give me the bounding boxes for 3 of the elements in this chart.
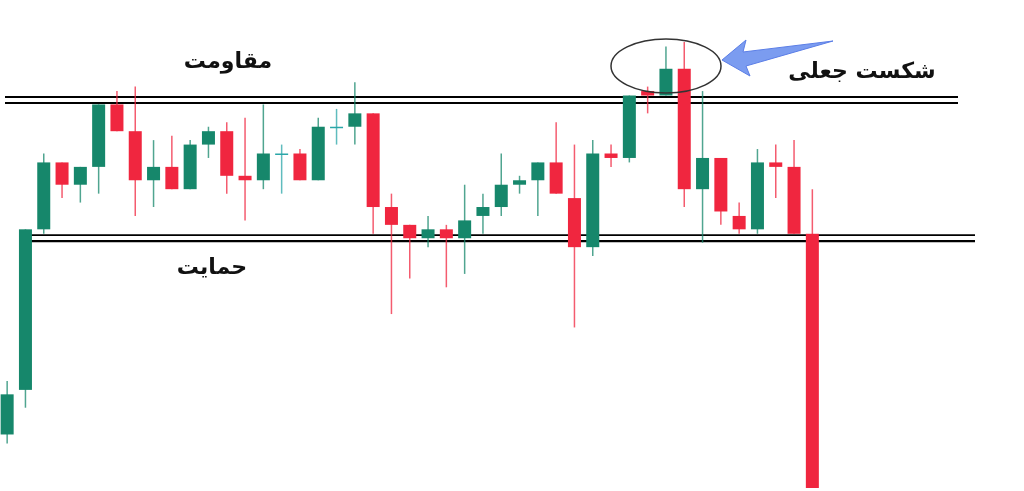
ref-line-label: حمایت [176,254,248,280]
ref-line-label: مقاومت [183,47,273,74]
annotation: شکست جعلی [788,58,936,83]
